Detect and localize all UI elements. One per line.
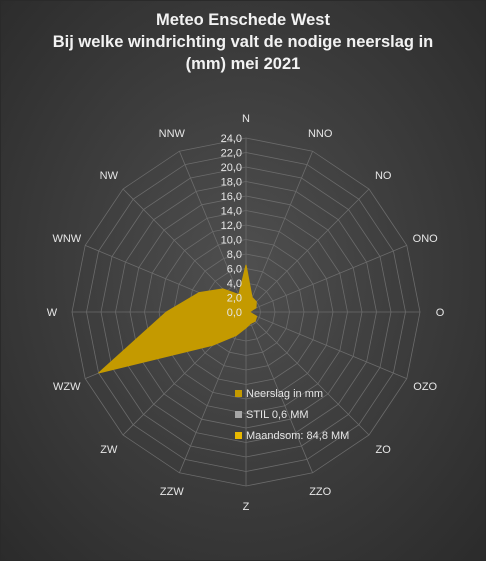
chart-title-line-2: Bij welke windrichting valt de nodige ne…: [52, 33, 434, 51]
tick-label: 14,0: [221, 206, 242, 218]
category-label: OZO: [413, 381, 437, 393]
legend-swatch-maandsom: [235, 432, 242, 439]
grid-spoke: [245, 151, 313, 313]
grid-spoke: [179, 151, 247, 313]
category-label: WZW: [53, 381, 81, 393]
category-label: NO: [375, 170, 392, 182]
chart-title-line-1: Meteo Enschede West: [156, 11, 330, 29]
category-label: W: [47, 307, 58, 319]
tick-label: 18,0: [221, 177, 242, 189]
legend-swatch-stil: [235, 411, 242, 418]
grid-spoke: [245, 311, 407, 379]
grid-spoke: [245, 311, 370, 436]
chart-title: Meteo Enschede West Bij welke windrichti…: [1, 9, 485, 75]
radar-series: [98, 264, 258, 374]
legend-item-series: Neerslag in mm: [235, 383, 349, 404]
legend-item-stil: STIL 0,6 MM: [235, 404, 349, 425]
tick-label: 8,0: [227, 249, 242, 261]
legend-swatch-series: [235, 390, 242, 397]
grid-spoke: [245, 311, 313, 473]
legend-label-series: Neerslag in mm: [246, 387, 324, 400]
tick-label: 6,0: [227, 264, 242, 276]
category-label: WNW: [52, 233, 81, 245]
category-label: ONO: [413, 233, 439, 245]
category-label: ZW: [100, 444, 118, 456]
legend-item-maandsom: Maandsom: 84,8 MM: [235, 425, 349, 446]
grid-spoke: [179, 311, 247, 473]
grid-spoke: [245, 188, 370, 313]
grid-spoke: [245, 245, 407, 313]
tick-label: 16,0: [221, 191, 242, 203]
category-label: ZO: [376, 444, 392, 456]
category-label: NNW: [159, 128, 186, 140]
category-labels: N NNO NO ONO O OZO ZO ZZO Z ZZW ZW WZW W WNW NW NNW: [47, 113, 445, 513]
legend: Neerslag in mm STIL 0,6 MM Maandsom: 84,…: [235, 383, 349, 446]
tick-label: 12,0: [221, 220, 242, 232]
tick-label: 20,0: [221, 162, 242, 174]
chart-title-line-3: (mm) mei 2021: [185, 55, 301, 73]
category-label: ZZO: [309, 486, 331, 498]
tick-label: 24,0: [221, 133, 242, 145]
tick-label: 10,0: [221, 235, 242, 247]
category-label: NW: [100, 170, 119, 182]
tick-label: 2,0: [227, 293, 242, 305]
category-label: N: [242, 113, 250, 125]
category-label: O: [436, 307, 445, 319]
tick-label: 0,0: [227, 307, 242, 319]
category-label: Z: [243, 501, 250, 513]
legend-label-maandsom: Maandsom: 84,8 MM: [246, 429, 350, 442]
tick-label: 4,0: [227, 278, 242, 290]
category-label: ZZW: [160, 486, 184, 498]
radial-tick-labels: 0,0 2,0 4,0 6,0 8,0 10,0 12,0 14,0 16,0 18,0 20,0 2…: [221, 133, 242, 319]
category-label: NNO: [308, 128, 333, 140]
tick-label: 22,0: [221, 148, 242, 160]
legend-label-stil: STIL 0,6 MM: [246, 408, 309, 421]
